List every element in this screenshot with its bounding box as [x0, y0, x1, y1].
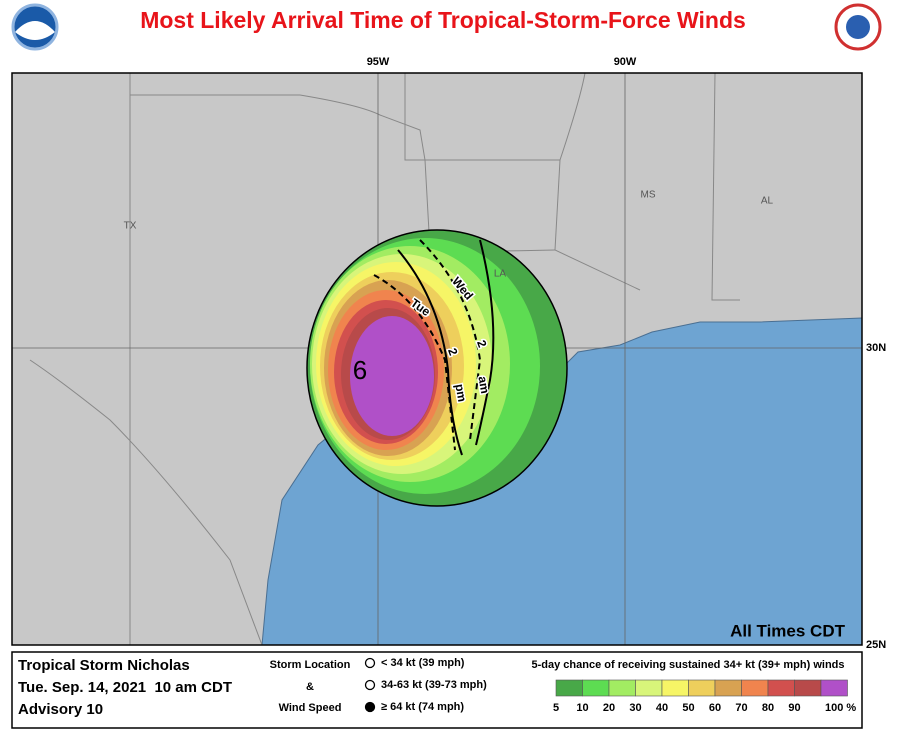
noaa-logo-bird [15, 21, 55, 40]
key-title: & [306, 681, 314, 693]
key-entry: ≥ 64 kt (74 mph) [381, 701, 464, 713]
scale-swatch [794, 679, 822, 697]
scale-label: 90 [788, 702, 800, 714]
scale-swatch [820, 679, 848, 697]
scale-title: 5-day chance of receiving sustained 34+ … [532, 659, 845, 671]
scale-swatch [661, 679, 689, 697]
swath-band [350, 316, 434, 436]
times-note: All Times CDT [730, 621, 846, 640]
scale-label: 5 [553, 702, 559, 714]
state-label: AL [761, 196, 774, 207]
scale-swatch [555, 679, 583, 697]
key-symbol [364, 679, 376, 691]
map: 6 [12, 73, 862, 645]
state-label: LA [494, 269, 507, 280]
key-entry: 34-63 kt (39-73 mph) [381, 679, 487, 691]
scale-swatch [741, 679, 769, 697]
scale-label: 30 [629, 702, 641, 714]
probability-scale: 5 10 20 30 40 50 60 70 80 90 100 % [553, 679, 856, 714]
scale-label: 70 [735, 702, 747, 714]
scale-swatch [714, 679, 742, 697]
state-label: TX [124, 221, 137, 232]
key-entry: < 34 kt (39 mph) [381, 657, 465, 669]
storm-key: Storm Location & Wind Speed < 34 kt (39 mph… [270, 657, 487, 714]
contour-label: am [475, 375, 492, 395]
scale-swatch [767, 679, 795, 697]
scale-label: 100 % [825, 702, 856, 714]
scale-label: 10 [576, 702, 588, 714]
nws-logo-center [846, 15, 870, 39]
storm-date: Tue. Sep. 14, 2021 10 am CDT [18, 679, 232, 696]
scale-label: 60 [709, 702, 721, 714]
scale-swatch [582, 679, 610, 697]
scale-label: 40 [656, 702, 668, 714]
key-symbol [364, 701, 376, 713]
state-borders [29, 73, 740, 645]
storm-symbol: 6 [353, 355, 367, 385]
storm-name: Tropical Storm Nicholas [18, 657, 190, 674]
state-label: MS [641, 190, 656, 201]
longitude-label: 90W [614, 56, 637, 68]
advisory: Advisory 10 [18, 701, 103, 718]
longitude-label: 95W [367, 56, 390, 68]
scale-swatch [608, 679, 636, 697]
latitude-label: 30N [866, 342, 886, 354]
scale-label: 80 [762, 702, 774, 714]
key-title: Wind Speed [279, 702, 342, 714]
arrival-contours [373, 239, 495, 456]
key-title: Storm Location [270, 659, 351, 671]
wind-probability-swath [306, 229, 568, 507]
scale-label: 50 [682, 702, 694, 714]
scale-label: 20 [603, 702, 615, 714]
latitude-label: 25N [866, 639, 886, 651]
contour-label: pm [452, 383, 469, 403]
scale-swatch [688, 679, 716, 697]
map-frame [11, 72, 863, 646]
title: Most Likely Arrival Time of Tropical-Sto… [140, 7, 746, 33]
key-symbol [364, 657, 376, 669]
scale-swatch [635, 679, 663, 697]
